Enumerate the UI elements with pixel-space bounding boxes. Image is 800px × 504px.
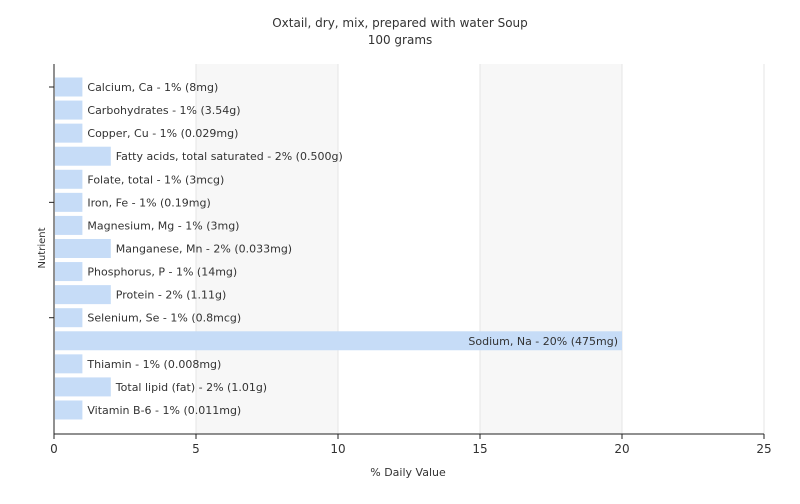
- bar: [55, 354, 83, 374]
- data-label: Folate, total - 1% (3mcg): [87, 173, 224, 186]
- x-tick-label: 15: [472, 442, 487, 456]
- grid-band: [338, 64, 480, 434]
- x-tick-label: 10: [330, 442, 345, 456]
- bar: [55, 77, 83, 97]
- bar: [55, 400, 83, 420]
- bar-labels: Calcium, Ca - 1% (8mg) Carbohydrates - 1%…: [86, 81, 618, 417]
- data-label: Calcium, Ca - 1% (8mg): [87, 81, 218, 94]
- data-label: Iron, Fe - 1% (0.19mg): [87, 196, 210, 209]
- grid-lines: [54, 64, 765, 434]
- bar: [55, 215, 83, 235]
- data-label: Selenium, Se - 1% (0.8mcg): [87, 312, 241, 325]
- bar: [55, 123, 83, 143]
- data-label: Manganese, Mn - 2% (0.033mg): [116, 242, 292, 255]
- chart-title: Oxtail, dry, mix, prepared with water So…: [272, 16, 528, 30]
- bar: [55, 285, 111, 305]
- x-tick-label: 20: [614, 442, 629, 456]
- grid-band: [196, 64, 338, 434]
- x-axis-title: % Daily Value: [370, 466, 446, 479]
- y-axis-title: Nutrient: [37, 227, 48, 268]
- data-label: Thiamin - 1% (0.008mg): [86, 358, 221, 371]
- bar: [55, 146, 111, 166]
- x-tick-label: 25: [756, 442, 771, 456]
- bar: [55, 238, 111, 258]
- data-label: Magnesium, Mg - 1% (3mg): [87, 219, 239, 232]
- bar: [55, 377, 111, 397]
- bar: [55, 169, 83, 189]
- data-label: Protein - 2% (1.11g): [116, 289, 227, 302]
- chart-subtitle: 100 grams: [368, 33, 433, 47]
- data-label: Sodium, Na - 20% (475mg): [468, 335, 618, 348]
- data-label: Carbohydrates - 1% (3.54g): [87, 104, 240, 117]
- data-label: Phosphorus, P - 1% (14mg): [87, 266, 237, 279]
- data-label: Fatty acids, total saturated - 2% (0.500…: [116, 150, 343, 163]
- bar: [55, 331, 622, 351]
- data-label: Total lipid (fat) - 2% (1.01g): [115, 381, 267, 394]
- data-label: Copper, Cu - 1% (0.029mg): [87, 127, 238, 140]
- x-tick-label: 5: [192, 442, 200, 456]
- bar: [55, 100, 83, 120]
- x-tick-label: 0: [50, 442, 58, 456]
- bar: [55, 308, 83, 328]
- data-label: Vitamin B-6 - 1% (0.011mg): [87, 404, 241, 417]
- bar: [55, 192, 83, 212]
- grid-band: [480, 64, 622, 434]
- grid-band: [622, 64, 764, 434]
- axes: 0 5 10 15 20 25: [49, 64, 772, 456]
- bar: [55, 262, 83, 282]
- bars: [55, 77, 622, 420]
